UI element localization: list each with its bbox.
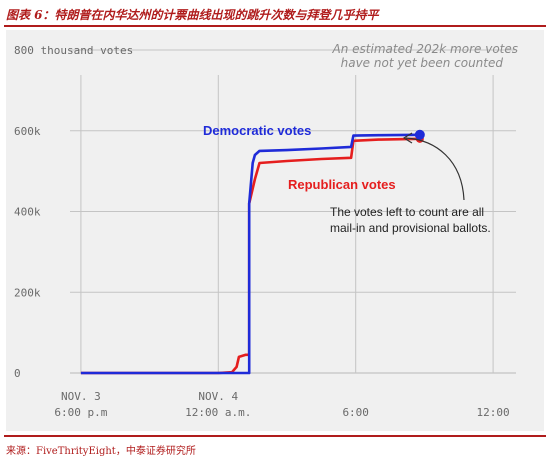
annotation-arrowhead (402, 132, 413, 144)
republican-series-line (80, 137, 420, 375)
democratic-end-marker (414, 129, 425, 140)
legend-democratic-label: Democratic votes (203, 123, 311, 138)
x-tick-label: NOV. 4 (198, 390, 238, 403)
y-tick-label: 0 (14, 367, 21, 380)
x-tick-label: 12:00 (477, 406, 510, 419)
source-note: 来源：FiveThrityEight，中泰证券研究所 (6, 446, 196, 457)
source-divider (4, 435, 546, 437)
annotation-right-line1: The votes left to count are all (330, 205, 484, 219)
x-tick-label: NOV. 3 (61, 390, 101, 403)
figure-title: 图表 6：特朗普在内华达州的计票曲线出现的跳升次数与拜登几乎持平 (6, 8, 379, 22)
x-axis-ticks: NOV. 3 6:00 p.m NOV. 4 12:00 a.m. 6:00 12:00 (54, 390, 509, 419)
x-tick-label: 6:00 (342, 406, 369, 419)
y-tick-label: 800 thousand votes (14, 44, 133, 57)
title-divider (4, 25, 546, 27)
x-tick-label: 6:00 p.m (54, 406, 107, 419)
democratic-series-line (80, 133, 420, 375)
x-tick-label: 12:00 a.m. (185, 406, 251, 419)
annotation-right-line2: mail-in and provisional ballots. (330, 221, 491, 235)
vote-count-chart: 800 thousand votes 600k 400k 200k 0 NOV. 3 6:… (14, 42, 518, 419)
y-axis-ticks: 800 thousand votes 600k 400k 200k 0 (14, 44, 133, 380)
legend-republican-label: Republican votes (288, 177, 396, 192)
y-tick-label: 200k (14, 286, 41, 299)
y-tick-label: 400k (14, 206, 41, 219)
series-lines (80, 129, 425, 375)
annotation-top-line2: have not yet been counted (341, 56, 504, 70)
annotation-top-line1: An estimated 202k more votes (332, 42, 518, 56)
annotation-arrow (405, 137, 465, 201)
chart-panel: 800 thousand votes 600k 400k 200k 0 NOV. 3 6:… (6, 30, 544, 431)
y-tick-label: 600k (14, 125, 41, 138)
